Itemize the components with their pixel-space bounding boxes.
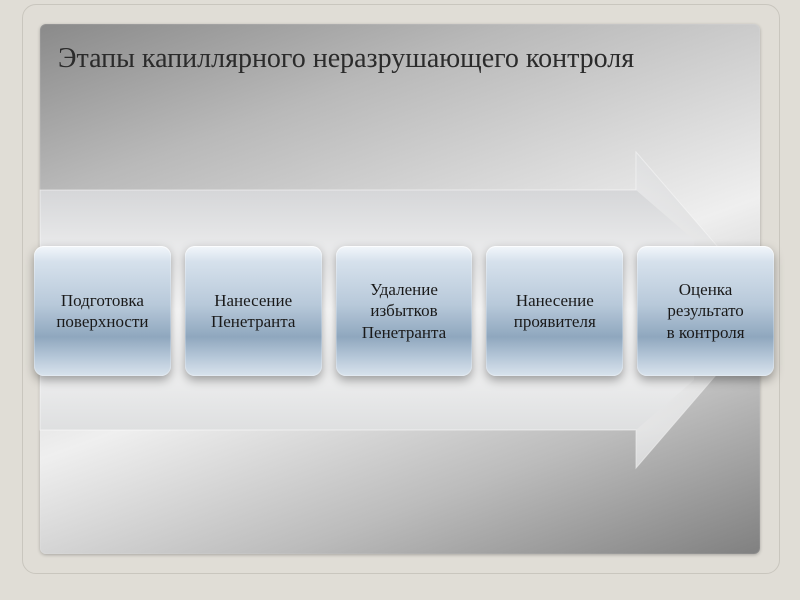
step-label: Удаление избытков Пенетранта [362,279,446,343]
step-box: Нанесение Пенетранта [185,246,322,376]
steps-row: Подготовка поверхности Нанесение Пенетра… [34,246,774,376]
step-box: Нанесение проявителя [486,246,623,376]
slide-canvas: Этапы капиллярного неразрушающего контро… [0,0,800,600]
diagram-title: Этапы капиллярного неразрушающего контро… [58,42,738,76]
step-box: Удаление избытков Пенетранта [336,246,473,376]
step-label: Нанесение проявителя [514,290,596,333]
step-label: Подготовка поверхности [56,290,148,333]
step-box: Оценка результато в контроля [637,246,774,376]
step-label: Оценка результато в контроля [667,279,745,343]
step-label: Нанесение Пенетранта [211,290,295,333]
step-box: Подготовка поверхности [34,246,171,376]
